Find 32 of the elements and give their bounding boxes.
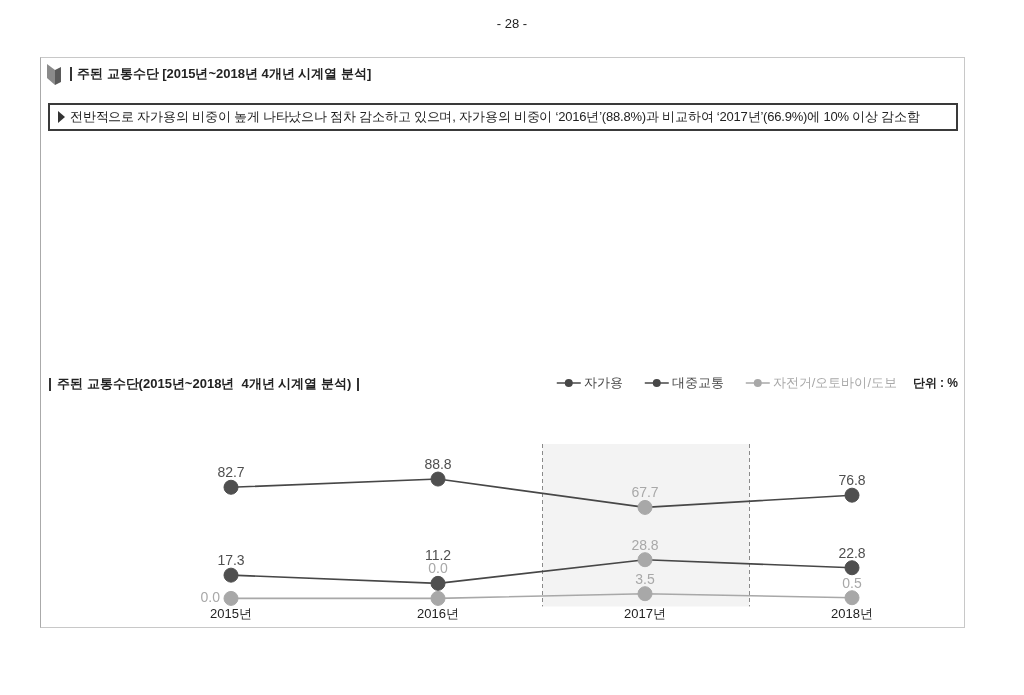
point [223, 479, 239, 495]
data-label: 0.0 [200, 589, 221, 606]
point [223, 590, 239, 606]
text: 단위 : % [912, 376, 958, 390]
legend-label: 대중교통 [671, 374, 724, 390]
text-box: 전반적으로 자가용의 비중이 높게 나타났으나 점차 감소하고 있으며, 자가용의 비중이 ‘2016년’(88.8%)과 비교하여 ‘2017년’(66.9%)에 10% 이상 감소함 [48, 103, 958, 131]
data-label: 67.7 [631, 484, 659, 501]
legend-label: 자전거/오토바이/도보 [772, 374, 898, 390]
x-tick-label: 2016년 [417, 605, 459, 621]
point [637, 586, 653, 602]
point [844, 487, 860, 503]
point [223, 567, 239, 583]
data-label: 0.5 [842, 574, 862, 591]
chart-subtitle: 주된 교통수단(2015년~2018년 4개년 시계열 분석) [57, 375, 352, 393]
legend-label: 자가용 [583, 374, 623, 390]
x-tick-label: 2015년 [210, 605, 252, 621]
point [844, 590, 860, 606]
point [430, 471, 446, 487]
text: - 28 - [496, 16, 528, 31]
data-label: 22.8 [838, 544, 866, 561]
point [430, 590, 446, 606]
point [430, 575, 446, 591]
data-label: 28.8 [631, 536, 659, 553]
data-label: 3.5 [635, 570, 655, 587]
point [844, 560, 860, 576]
data-label: 88.8 [424, 456, 452, 473]
x-tick-label: 2018년 [831, 605, 873, 621]
data-label: 82.7 [217, 464, 245, 481]
chart-title: 주된 교통수단 [2015년~2018년 4개년 시계열 분석] [77, 65, 372, 83]
x-tick-label: 2017년 [624, 605, 666, 621]
data-label: 17.3 [217, 552, 245, 569]
data-label: 76.8 [838, 472, 866, 489]
